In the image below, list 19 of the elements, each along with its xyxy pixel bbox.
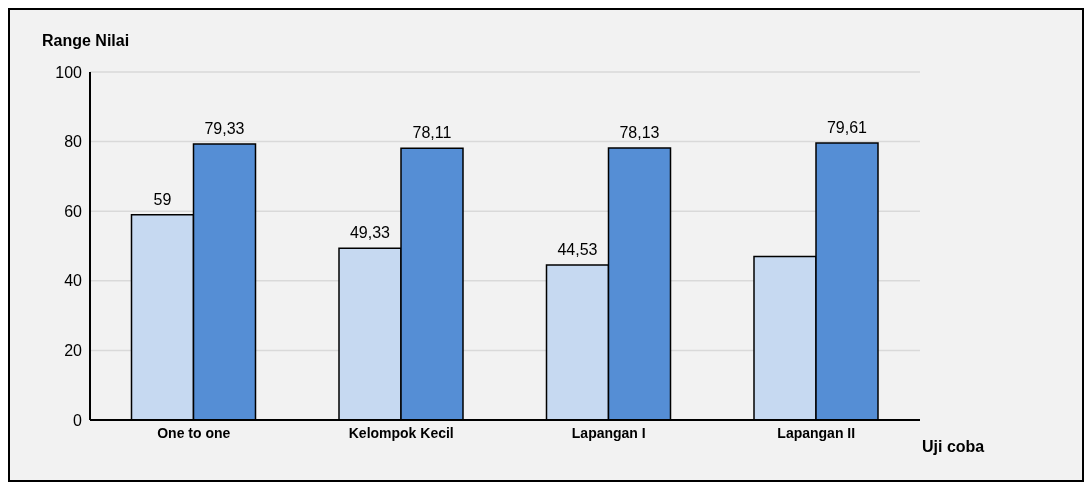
y-tick-label: 20 bbox=[64, 342, 83, 360]
data-label: 79,61 bbox=[826, 118, 868, 136]
data-label: 79,33 bbox=[204, 119, 245, 137]
y-tick-label: 60 bbox=[64, 202, 83, 220]
data-label: 78,11 bbox=[412, 124, 452, 142]
y-tick-label: 80 bbox=[64, 133, 83, 151]
x-axis-title: Uji coba bbox=[922, 437, 985, 455]
data-label: 78,13 bbox=[619, 124, 660, 142]
y-tick-label: 0 bbox=[73, 411, 83, 429]
x-tick-label: Lapangan I bbox=[571, 424, 646, 441]
y-tick-label: 100 bbox=[55, 63, 83, 81]
y-tick-label: 40 bbox=[64, 272, 83, 290]
x-tick-label: Kelompok Kecil bbox=[348, 424, 454, 441]
x-tick-label: Lapangan II bbox=[777, 424, 856, 441]
data-label: 44,53 bbox=[557, 241, 598, 259]
data-label: 59 bbox=[153, 190, 172, 208]
y-axis-title: Range Nilai bbox=[42, 32, 130, 50]
x-tick-label: One to one bbox=[157, 424, 231, 441]
data-label: 49,33 bbox=[349, 224, 391, 242]
